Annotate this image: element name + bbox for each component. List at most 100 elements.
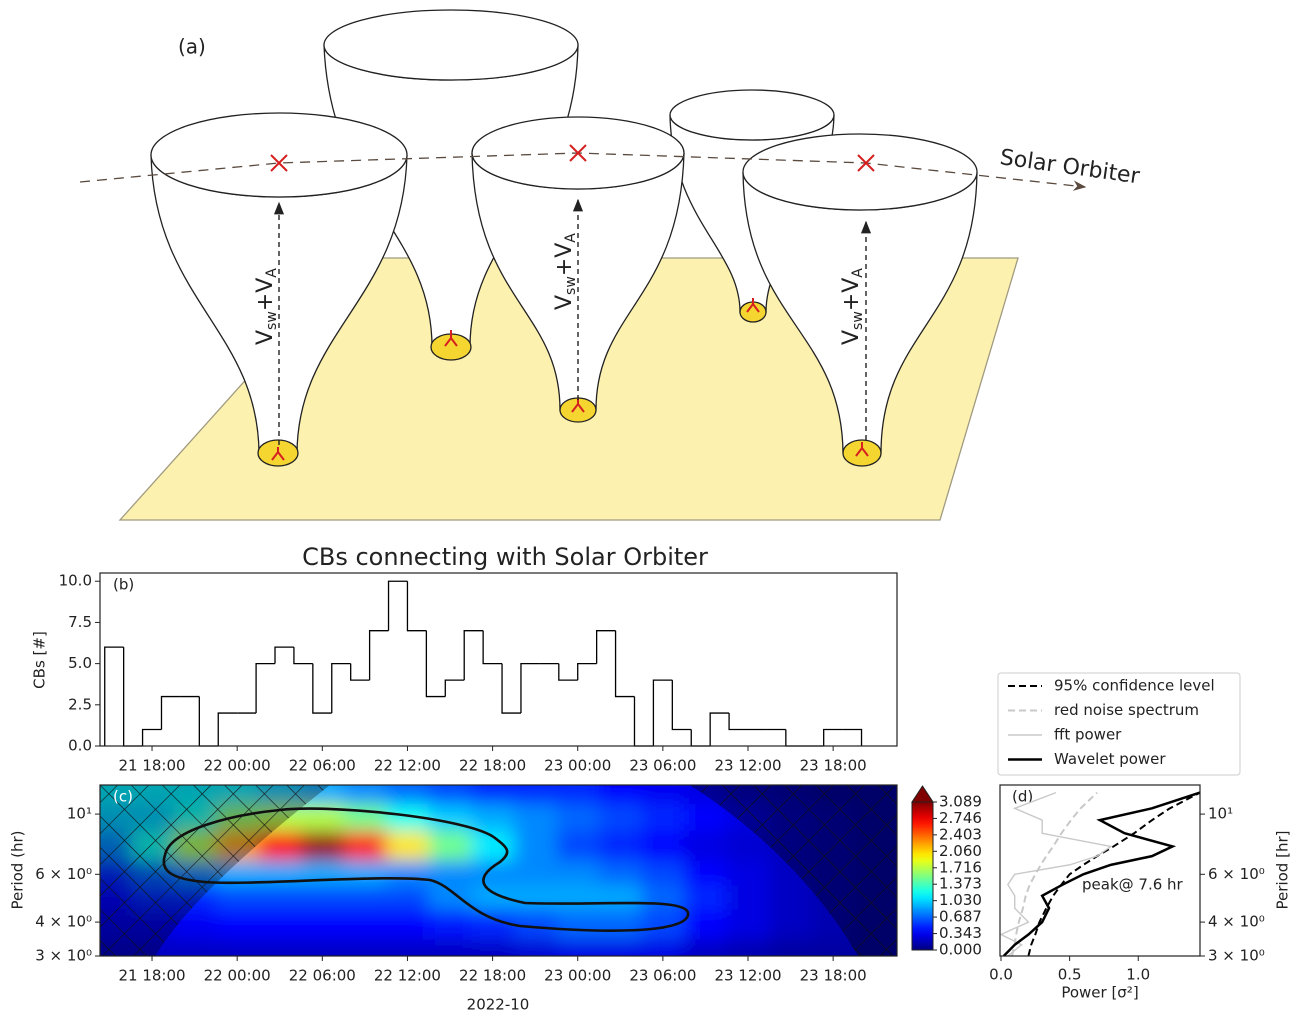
heatmap-cell: [471, 803, 514, 830]
diagram: [80, 10, 1085, 520]
colorbar-tick-label: 1.030: [939, 891, 982, 909]
heatmap-cell: [344, 860, 387, 885]
y-tick-label: 7.5: [68, 613, 92, 631]
x-tick-label: 23 06:00: [629, 967, 696, 985]
x-tick-label: 22 06:00: [289, 967, 356, 985]
heatmap-cell: [344, 909, 387, 940]
histogram-bin: [143, 730, 162, 746]
trajectory-label: Solar Orbiter: [998, 145, 1142, 189]
colorbar-tick-label: 2.746: [939, 809, 982, 827]
heatmap-cell: [216, 885, 259, 909]
histogram-bin: [105, 647, 124, 746]
histogram-bin: [691, 730, 710, 746]
axes-frame: [100, 573, 897, 746]
plot-area: [1001, 793, 1200, 956]
colorbar-tick-label: 2.403: [939, 825, 982, 843]
colorbar-tick-label: 2.060: [939, 842, 982, 860]
heatmap-cell: [556, 860, 599, 885]
x-tick-label: 0.5: [1058, 966, 1082, 984]
histogram-bin: [426, 631, 445, 697]
axes-frame: [1000, 785, 1200, 956]
heatmap-cell: [556, 909, 599, 940]
colorbar-tick-label: 0.000: [939, 941, 982, 959]
histogram-bin: [786, 730, 805, 746]
histogram-bin: [672, 680, 691, 729]
heatmap-cell: [258, 885, 301, 909]
colorbar-tick-label: 0.343: [939, 924, 982, 942]
histogram-bin: [389, 581, 408, 630]
heatmap-cell: [216, 909, 259, 940]
heatmap-cell: [642, 803, 685, 830]
panel-label: (c): [113, 788, 133, 806]
heatmap-cell: [429, 885, 472, 909]
x-axis-label: 2022-10: [467, 996, 530, 1014]
histogram-bin: [559, 664, 578, 680]
heatmap-cell: [556, 885, 599, 909]
legend-label: 95% confidence level: [1054, 677, 1215, 695]
panel-label: (b): [113, 576, 134, 594]
heatmap-cell: [642, 830, 685, 861]
heatmap-cell: [727, 909, 770, 940]
heatmap-cell: [727, 885, 770, 909]
heatmap-cell: [258, 909, 301, 940]
series-line: [1004, 793, 1200, 956]
velocity-label: Vsw+VA: [253, 268, 280, 345]
heatmap-cell: [471, 885, 514, 909]
velocity-symbol: +V: [552, 243, 577, 276]
histogram-bin: [824, 730, 843, 746]
heatmap-cell: [386, 885, 429, 909]
heatmap-cell: [684, 830, 727, 861]
velocity-subscript: sw: [563, 276, 579, 295]
velocity-subscript: A: [563, 233, 579, 243]
heatmap-cell: [599, 909, 642, 940]
velocity-symbol: V: [253, 330, 278, 345]
heatmap-cell: [471, 830, 514, 861]
x-tick-label: 22 12:00: [374, 757, 441, 775]
velocity-symbol: V: [839, 330, 864, 345]
heatmap-cell: [599, 860, 642, 885]
heatmap-cell: [514, 909, 557, 940]
histogram-bin: [199, 697, 218, 746]
heatmap-cell: [727, 860, 770, 885]
colorbar-tick-label: 1.716: [939, 858, 982, 876]
y-tick-label: 0.0: [68, 737, 92, 755]
colorbar: [912, 802, 933, 950]
heatmap-cell: [684, 803, 727, 830]
histogram-bin: [616, 631, 635, 697]
y-tick-label: 10.0: [59, 572, 92, 590]
velocity-subscript: A: [850, 268, 866, 278]
x-tick-label: 21 18:00: [118, 967, 185, 985]
heatmap-cell: [599, 803, 642, 830]
heatmap-cell: [599, 885, 642, 909]
x-tick-label: 22 00:00: [204, 757, 271, 775]
histogram-bin: [464, 631, 483, 680]
histogram-bin: [351, 664, 370, 680]
histogram-bin: [502, 664, 521, 713]
histogram-bin: [256, 664, 275, 713]
heatmap-cell: [514, 885, 557, 909]
histogram-bin: [332, 664, 351, 713]
heatmap-cell: [429, 830, 472, 861]
page: (a) Solar Orbiter Vsw+VA Vsw+VA Vsw+VA C…: [0, 0, 1307, 1017]
heatmap-cell: [514, 803, 557, 830]
x-tick-label: 0.0: [989, 966, 1013, 984]
heatmap-cell: [514, 830, 557, 861]
histogram-bin: [407, 581, 426, 630]
x-tick-label: 23 12:00: [714, 967, 781, 985]
y-tick-label: 5.0: [68, 654, 92, 672]
y-axis-label: Period [hr]: [1274, 831, 1292, 910]
heatmap-cell: [344, 803, 387, 830]
annotation: peak@ 7.6 hr: [1082, 876, 1184, 894]
y-axis-label: Period (hr): [9, 831, 27, 910]
y-tick-label: 10¹: [1208, 805, 1233, 823]
x-tick-label: 22 00:00: [204, 967, 271, 985]
histogram-bin: [161, 697, 180, 730]
heatmap-cell: [301, 830, 344, 861]
legend-label: red noise spectrum: [1054, 701, 1199, 719]
heatmap-cell: [471, 860, 514, 885]
x-tick-label: 22 18:00: [459, 757, 526, 775]
histogram-bin: [729, 713, 748, 729]
velocity-symbol: +V: [839, 278, 864, 311]
colorbar-tick-label: 3.089: [939, 793, 982, 811]
velocity-symbol: V: [552, 295, 577, 310]
